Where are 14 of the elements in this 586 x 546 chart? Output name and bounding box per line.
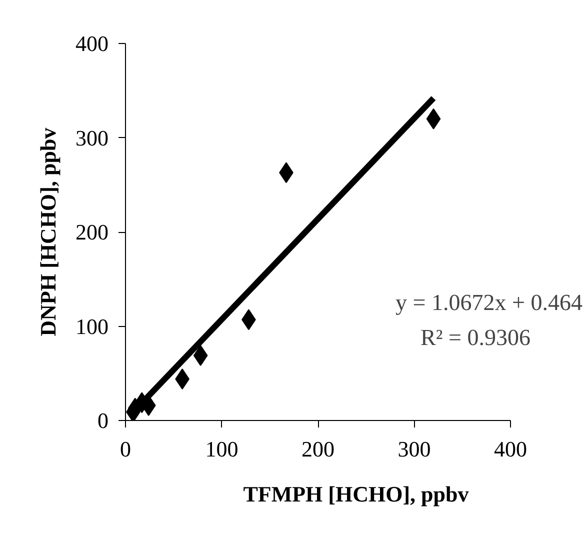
- y-tick-label: 400: [76, 31, 108, 56]
- x-tick-label: 200: [302, 436, 334, 462]
- y-tick-label: 0: [98, 408, 108, 433]
- x-tick-label: 0: [120, 436, 131, 462]
- annotation: R² = 0.9306: [420, 325, 530, 350]
- x-tick-label: 400: [494, 436, 527, 462]
- y-tick-label: 100: [76, 314, 108, 339]
- y-tick-label: 200: [76, 220, 108, 244]
- annotation: y = 1.0672x + 0.464: [396, 290, 583, 315]
- x-tick-label: 300: [398, 436, 431, 462]
- x-tick-label: 100: [205, 436, 238, 462]
- y-tick-label: 300: [76, 125, 108, 150]
- y-axis-title: DNPH [HCHO], ppbv: [36, 128, 60, 336]
- x-axis-title: TFMPH [HCHO], ppbv: [243, 482, 469, 506]
